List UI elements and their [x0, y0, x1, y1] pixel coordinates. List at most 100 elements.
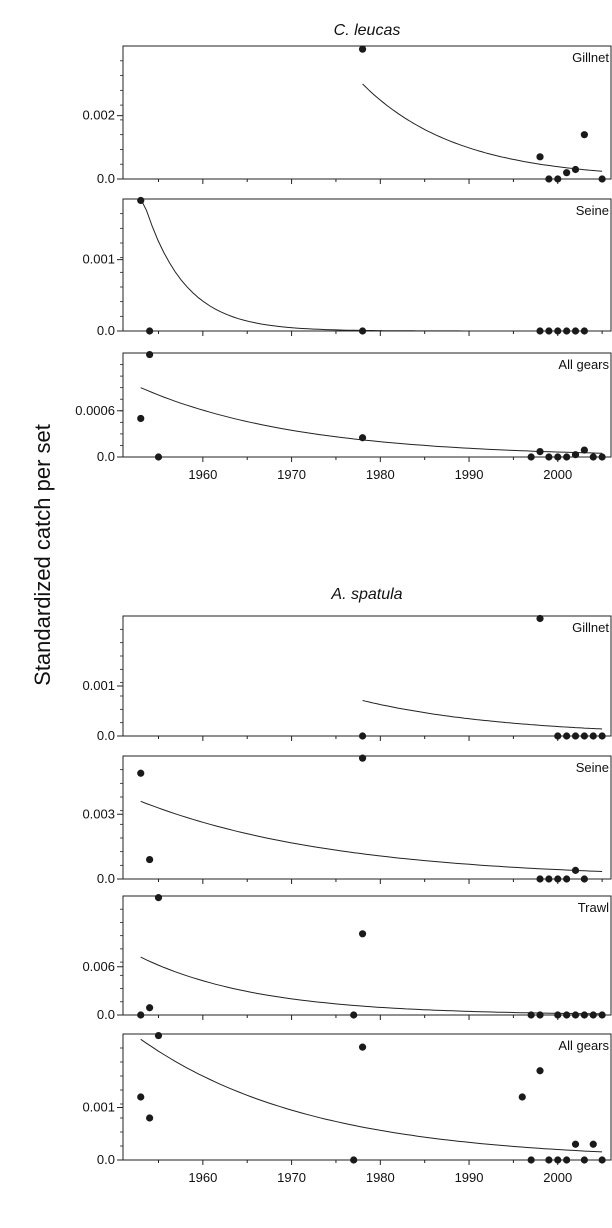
data-point: [536, 875, 544, 883]
panel-label: Gillnet: [572, 50, 609, 65]
fitted-curve: [362, 83, 603, 172]
data-point: [563, 327, 571, 335]
data-point: [554, 1156, 562, 1164]
x-tick-label: 1990: [455, 1170, 484, 1185]
data-point: [545, 175, 553, 183]
data-point: [527, 1156, 535, 1164]
fitted-curve: [362, 700, 603, 730]
y-axis-label: Standardized catch per set: [30, 424, 55, 686]
data-point: [580, 327, 588, 335]
x-tick-label: 1990: [455, 467, 484, 482]
y-tick-label: 0.0: [97, 728, 115, 743]
plot-frame: [122, 755, 612, 880]
y-tick-label: 0.0: [97, 171, 115, 186]
data-point: [358, 930, 367, 938]
y-tick-label: 0.0: [97, 449, 115, 464]
data-point: [580, 875, 588, 883]
data-point: [545, 1156, 553, 1164]
data-point: [571, 451, 580, 459]
x-tick-label: 1980: [366, 1170, 395, 1185]
data-point: [589, 1140, 597, 1148]
data-point: [137, 769, 145, 777]
data-point: [146, 350, 154, 359]
panel-label: All gears: [558, 357, 609, 372]
data-point: [563, 453, 571, 461]
x-tick-label: 1960: [188, 467, 217, 482]
data-point: [571, 866, 580, 874]
plot-frame: [122, 1033, 612, 1161]
plot-frame: [122, 615, 612, 737]
data-point: [563, 1156, 571, 1164]
y-tick-label: 0.0: [97, 1007, 115, 1022]
y-tick-label: 0.001: [82, 678, 115, 693]
panel-label: Seine: [576, 203, 609, 218]
data-point: [527, 1011, 535, 1019]
data-point: [598, 732, 606, 740]
data-point: [580, 732, 588, 740]
data-point: [536, 614, 544, 623]
data-point: [137, 414, 145, 423]
data-point: [154, 453, 163, 461]
data-point: [580, 131, 588, 139]
panel-label: Seine: [576, 760, 609, 775]
data-point: [563, 1011, 571, 1019]
x-tick-label: 2000: [543, 467, 572, 482]
data-point: [563, 732, 571, 740]
y-tick-label: 0.003: [82, 806, 115, 821]
panel-label: All gears: [558, 1038, 609, 1053]
plot-frame: [122, 352, 612, 458]
panel-7: All gears 0.0 0.001 1960 1970 1980 1990 2000: [82, 1031, 612, 1185]
fitted-curve: [140, 387, 603, 454]
panel-title: A. spatula: [330, 586, 402, 603]
panel-label: Trawl: [578, 900, 609, 915]
data-point: [554, 327, 562, 335]
data-point: [571, 165, 580, 174]
data-point: [137, 1011, 145, 1019]
panels: C. leucasGillnet0.00.002Seine0.00.001All…: [75, 22, 612, 1185]
data-point: [545, 327, 553, 335]
x-tick-label: 1980: [366, 467, 395, 482]
data-point: [571, 732, 580, 740]
panel-2: Seine 0.0 0.001: [82, 196, 612, 338]
data-point: [146, 1114, 154, 1122]
plot-frame: [122, 895, 612, 1016]
data-point: [536, 327, 544, 335]
y-tick-label: 0.006: [82, 959, 115, 974]
data-point: [598, 453, 606, 461]
data-point: [545, 453, 553, 461]
data-point: [554, 1011, 562, 1019]
data-point: [146, 855, 154, 864]
y-tick-label: 0.0: [97, 1152, 115, 1167]
data-point: [598, 175, 606, 183]
data-point: [358, 1043, 367, 1051]
data-point: [554, 175, 562, 183]
fitted-curve: [140, 800, 603, 872]
fitted-curve: [140, 1038, 603, 1153]
data-point: [580, 446, 588, 454]
data-point: [358, 45, 367, 53]
y-tick-label: 0.0: [97, 871, 115, 886]
x-tick-label: 1960: [188, 1170, 217, 1185]
data-point: [358, 754, 367, 762]
data-point: [598, 1156, 606, 1164]
y-tick-label: 0.001: [82, 1100, 115, 1115]
data-point: [563, 169, 571, 177]
data-point: [580, 1156, 588, 1164]
data-point: [554, 453, 562, 461]
data-point: [358, 327, 367, 335]
data-point: [580, 1011, 588, 1019]
data-point: [598, 1011, 606, 1019]
data-point: [146, 327, 154, 335]
data-point: [536, 1067, 544, 1075]
y-tick-label: 0.0: [97, 323, 115, 338]
plot-frame: [122, 198, 612, 332]
panel-1: C. leucas Gillnet 0.0 0.002: [82, 22, 612, 186]
panel-4: A. spatula Gillnet 0.0 0.001: [82, 586, 612, 743]
data-point: [137, 1093, 145, 1101]
data-point: [536, 1011, 544, 1019]
data-point: [563, 875, 571, 883]
x-tick-label: 2000: [543, 1170, 572, 1185]
panel-label: Gillnet: [572, 620, 609, 635]
y-tick-label: 0.002: [82, 108, 115, 123]
